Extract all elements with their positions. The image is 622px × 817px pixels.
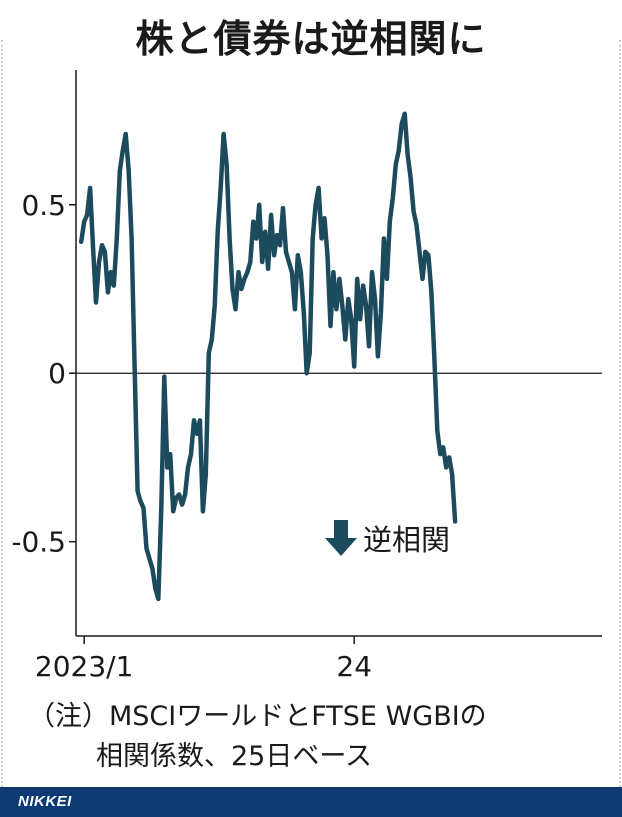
chart-svg: 0.5 0 -0.5 2023/1 24 逆相関: [11, 70, 602, 683]
nikkei-logo: NIKKEI: [18, 793, 72, 810]
series-group: [78, 111, 458, 602]
y-ticks: 0.5 0 -0.5: [11, 189, 76, 559]
right-dotted-border: [619, 40, 621, 787]
down-arrow-icon: [325, 520, 357, 556]
y-tick-label: 0.5: [21, 189, 66, 222]
annotation-group: 逆相関: [325, 520, 450, 557]
footer-bar: NIKKEI: [0, 787, 622, 817]
series-line-0: [78, 111, 458, 602]
chart-title: 株と債券は逆相関に: [135, 17, 487, 61]
x-tick-label: 24: [336, 650, 372, 683]
y-tick-label: -0.5: [11, 526, 66, 559]
x-tick-label: 2023/1: [35, 650, 134, 683]
note-line-1: （注）MSCIワールドとFTSE WGBIの: [28, 701, 487, 732]
note-line-2: 相関係数、25日ベース: [96, 741, 373, 772]
x-ticks: 2023/1 24: [35, 636, 372, 683]
y-tick-label: 0: [48, 357, 66, 390]
annotation-label: 逆相関: [363, 523, 450, 557]
left-dotted-border: [1, 40, 3, 787]
